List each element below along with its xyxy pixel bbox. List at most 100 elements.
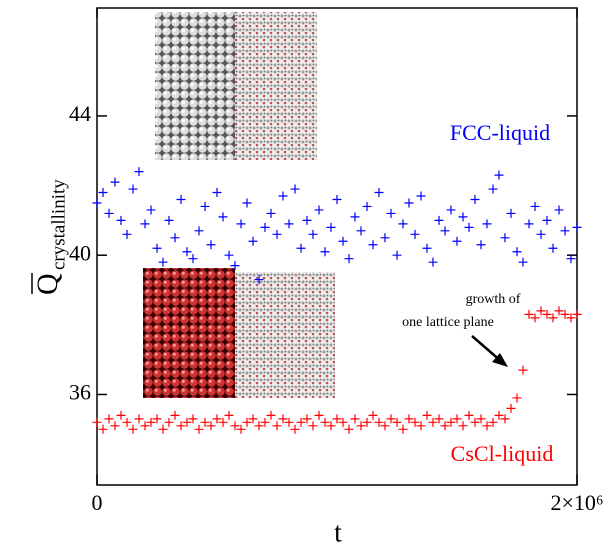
point bbox=[518, 365, 528, 375]
point bbox=[98, 424, 108, 434]
point bbox=[152, 243, 162, 253]
point bbox=[470, 417, 480, 427]
point bbox=[146, 205, 156, 215]
point bbox=[92, 198, 102, 208]
point bbox=[176, 421, 186, 431]
plot-frame bbox=[96, 7, 578, 486]
point bbox=[248, 236, 258, 246]
point bbox=[302, 215, 312, 225]
point bbox=[566, 254, 576, 264]
annotation: one lattice plane bbox=[402, 315, 494, 330]
point bbox=[350, 414, 360, 424]
point bbox=[260, 222, 270, 232]
point bbox=[428, 257, 438, 267]
point bbox=[476, 414, 486, 424]
point bbox=[494, 410, 504, 420]
point bbox=[170, 410, 180, 420]
point bbox=[134, 414, 144, 424]
point bbox=[224, 250, 234, 260]
x-tick-label: 2×10⁶ bbox=[550, 490, 603, 515]
annotation-arrowhead bbox=[492, 353, 508, 367]
point bbox=[374, 417, 384, 427]
y-label-main: Q bbox=[31, 273, 64, 295]
point bbox=[494, 170, 504, 180]
point bbox=[542, 215, 552, 225]
point bbox=[92, 417, 102, 427]
point bbox=[410, 417, 420, 427]
point bbox=[236, 424, 246, 434]
point bbox=[500, 233, 510, 243]
y-label-sub: crystallinity bbox=[48, 179, 69, 270]
point bbox=[200, 417, 210, 427]
point bbox=[512, 393, 522, 403]
point bbox=[548, 313, 558, 323]
point bbox=[122, 229, 132, 239]
point bbox=[536, 229, 546, 239]
point bbox=[560, 226, 570, 236]
point bbox=[560, 309, 570, 319]
point bbox=[344, 424, 354, 434]
inset-cscl bbox=[143, 268, 335, 398]
point bbox=[188, 414, 198, 424]
point bbox=[170, 233, 180, 243]
point bbox=[116, 215, 126, 225]
point bbox=[446, 205, 456, 215]
point bbox=[260, 417, 270, 427]
point bbox=[146, 417, 156, 427]
point bbox=[242, 198, 252, 208]
point bbox=[392, 250, 402, 260]
point bbox=[128, 184, 138, 194]
point bbox=[572, 309, 582, 319]
point bbox=[248, 414, 258, 424]
point bbox=[200, 201, 210, 211]
point bbox=[164, 215, 174, 225]
point bbox=[368, 240, 378, 250]
point bbox=[482, 421, 492, 431]
point bbox=[320, 417, 330, 427]
point bbox=[104, 208, 114, 218]
point bbox=[332, 194, 342, 204]
y-tick-label: 44 bbox=[69, 101, 91, 126]
point bbox=[104, 414, 114, 424]
point bbox=[524, 309, 534, 319]
point bbox=[152, 414, 162, 424]
point bbox=[506, 208, 516, 218]
point bbox=[434, 215, 444, 225]
point bbox=[326, 421, 336, 431]
point bbox=[284, 417, 294, 427]
point bbox=[110, 421, 120, 431]
point bbox=[230, 261, 240, 271]
point bbox=[182, 417, 192, 427]
point bbox=[368, 410, 378, 420]
y-tick-label: 36 bbox=[69, 380, 91, 405]
point bbox=[332, 414, 342, 424]
point bbox=[398, 219, 408, 229]
point bbox=[416, 191, 426, 201]
point bbox=[554, 306, 564, 316]
point bbox=[356, 226, 366, 236]
y-tick-label: 40 bbox=[69, 240, 91, 265]
point bbox=[422, 243, 432, 253]
point bbox=[350, 212, 360, 222]
point bbox=[488, 417, 498, 427]
point bbox=[362, 417, 372, 427]
series-label: FCC-liquid bbox=[450, 120, 550, 145]
point bbox=[308, 421, 318, 431]
point bbox=[290, 184, 300, 194]
point bbox=[452, 414, 462, 424]
point bbox=[458, 421, 468, 431]
point bbox=[188, 254, 198, 264]
inset-fcc bbox=[155, 12, 317, 160]
point bbox=[272, 229, 282, 239]
annotation: growth of bbox=[466, 292, 521, 307]
point bbox=[296, 243, 306, 253]
point bbox=[380, 421, 390, 431]
point bbox=[326, 222, 336, 232]
point bbox=[254, 275, 264, 285]
point bbox=[272, 421, 282, 431]
point bbox=[452, 236, 462, 246]
point bbox=[512, 247, 522, 257]
point bbox=[314, 410, 324, 420]
point bbox=[398, 424, 408, 434]
point bbox=[446, 417, 456, 427]
